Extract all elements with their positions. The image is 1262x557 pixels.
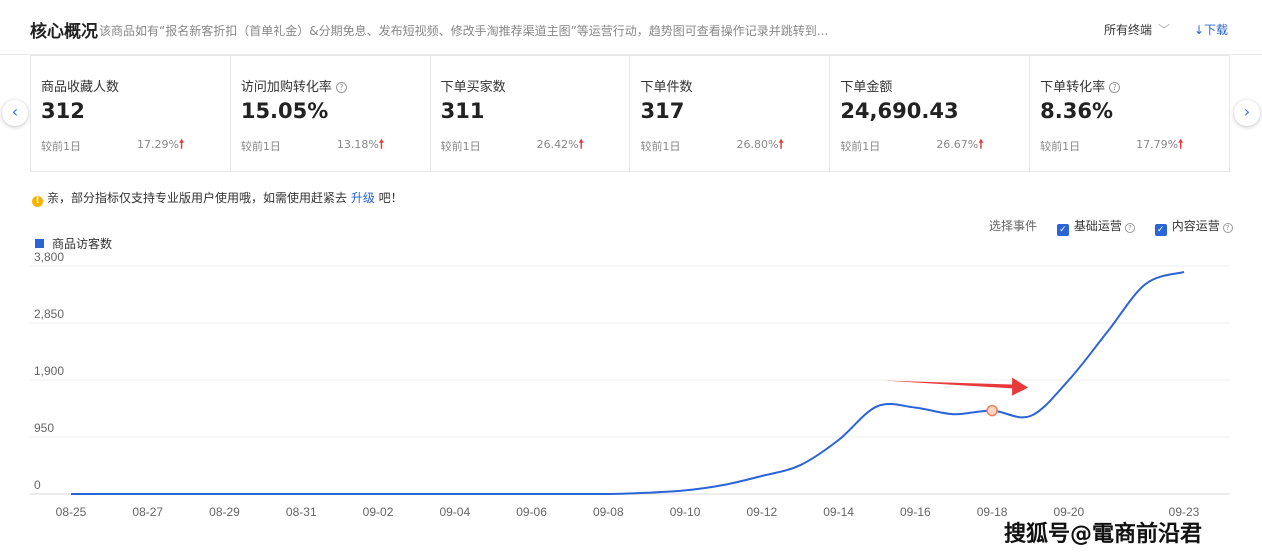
next-arrow-button[interactable]: ›: [1234, 100, 1260, 126]
terminal-select[interactable]: 所有终端 ﹀: [1104, 21, 1170, 38]
kpi-compare: 较前1日: [440, 140, 481, 153]
highlight-point: [986, 404, 998, 417]
x-tick-label: 09-18: [977, 505, 1008, 519]
visitor-trend-chart[interactable]: 0 950 1,900 2,850 3,800 08-25 08-27 08-29 08-31…: [0, 250, 1262, 530]
x-tick-label: 09-08: [593, 505, 624, 519]
kpi-compare: 较前1日: [640, 140, 681, 153]
kpi-change: 13.18%: [336, 138, 379, 151]
kpi-label: 下单金额: [840, 76, 892, 95]
chart-legend[interactable]: 商品访客数: [35, 235, 112, 252]
arrow-up-icon: 🠕: [378, 137, 384, 151]
x-tick-label: 08-27: [132, 505, 163, 519]
upgrade-notice: ! 亲，部分指标仅支持专业版用户使用哦，如需使用赶紧去 升级 吧！: [32, 189, 403, 207]
kpi-label: 下单买家数: [441, 76, 506, 95]
help-icon[interactable]: ?: [1124, 223, 1135, 233]
kpi-label: 下单件数: [640, 76, 692, 95]
kpi-value: 317: [640, 99, 685, 123]
x-tick-label: 09-10: [670, 505, 701, 519]
arrow-up-icon: 🠕: [578, 137, 584, 151]
watermark: 搜狐号@電商前沿君: [1004, 522, 1203, 547]
help-icon[interactable]: ?: [1109, 82, 1121, 93]
kpi-compare: 较前1日: [41, 140, 81, 153]
legend-swatch: [35, 239, 44, 248]
x-tick-label: 09-06: [516, 505, 547, 519]
kpi-card[interactable]: 下单金额 24,690.43 较前1日 26.67% 🠕: [830, 56, 1031, 171]
x-tick-label: 09-16: [900, 505, 931, 519]
kpi-label-text: 下单买家数: [440, 80, 506, 95]
arrow-up-icon: 🠕: [1178, 137, 1184, 151]
event-selector: 选择事件 ✓ 基础运营? ✓ 内容运营?: [989, 217, 1233, 236]
kpi-card[interactable]: 下单买家数 311 较前1日 26.42% 🠕: [431, 56, 631, 171]
arrow-up-icon: 🠕: [978, 137, 984, 151]
arrow-up-icon: 🠕: [179, 137, 185, 151]
chevron-down-icon: ﹀: [1158, 23, 1171, 37]
kpi-card[interactable]: 下单转化率? 8.36% 较前1日 17.79% 🠕: [1030, 56, 1229, 171]
kpi-cards: 商品收藏人数 312 较前1日 17.29% 🠕 访问加购转化率? 15.05%…: [30, 55, 1230, 172]
kpi-compare: 较前1日: [1040, 140, 1081, 153]
checkbox-basic-ops[interactable]: ✓: [1056, 224, 1069, 236]
kpi-label-text: 下单转化率: [1040, 80, 1106, 95]
event-selector-label: 选择事件: [989, 219, 1038, 233]
checkbox-content-ops[interactable]: ✓: [1154, 224, 1167, 236]
kpi-value: 311: [440, 99, 485, 123]
x-tick-label: 09-12: [746, 505, 777, 519]
prev-arrow-button[interactable]: ‹: [2, 100, 28, 126]
kpi-label: 下单转化率?: [1040, 76, 1121, 95]
kpi-value: 24,690.43: [840, 99, 959, 123]
chevron-right-icon: ›: [1243, 102, 1251, 121]
page-subtitle: 该商品如有“报名新客折扣（首单礼金）&分期免息、发布短视频、修改手淘推荐渠道主图…: [99, 24, 829, 38]
y-tick-label: 950: [34, 421, 54, 435]
kpi-change: 26.42%: [536, 138, 579, 151]
y-tick-label: 2,850: [34, 307, 64, 321]
download-button[interactable]: ↓下载: [1194, 23, 1229, 37]
kpi-label-text: 访问加购转化率: [240, 80, 332, 95]
annotation-arrow-head: [1012, 377, 1029, 396]
kpi-label-text: 商品收藏人数: [41, 80, 120, 95]
x-tick-label: 09-14: [823, 505, 854, 519]
annotation-arrow-shaft: [884, 380, 1017, 389]
legend-label: 商品访客数: [52, 237, 113, 251]
help-icon[interactable]: ?: [335, 82, 347, 93]
y-tick-label: 3,800: [34, 250, 64, 264]
header-bar: 核心概况 该商品如有“报名新客折扣（首单礼金）&分期免息、发布短视频、修改手淘推…: [0, 0, 1262, 55]
kpi-value: 15.05%: [240, 99, 329, 123]
kpi-card[interactable]: 下单件数 317 较前1日 26.80% 🠕: [630, 56, 831, 171]
kpi-compare: 较前1日: [840, 140, 881, 153]
x-tick-label: 09-04: [439, 505, 470, 519]
event-label-content-ops: 内容运营: [1171, 219, 1220, 233]
x-tick-label: 08-31: [286, 505, 317, 519]
upgrade-link[interactable]: 升级: [350, 191, 375, 205]
kpi-value: 312: [41, 99, 85, 123]
kpi-card[interactable]: 访问加购转化率? 15.05% 较前1日 13.18% 🠕: [231, 56, 431, 171]
kpi-change: 26.80%: [736, 138, 779, 151]
y-tick-label: 1,900: [34, 364, 64, 378]
x-tick-label: 09-23: [1169, 505, 1200, 519]
notice-text-end: 吧！: [374, 191, 403, 205]
kpi-change: 17.79%: [1136, 138, 1179, 151]
warning-icon: !: [32, 196, 43, 207]
kpi-compare: 较前1日: [240, 140, 281, 153]
event-label-basic-ops: 基础运营: [1073, 219, 1122, 233]
notice-text: 亲，部分指标仅支持专业版用户使用哦，如需使用赶紧去: [47, 191, 351, 205]
arrow-up-icon: 🠕: [778, 137, 784, 151]
x-tick-label: 08-25: [56, 505, 87, 519]
kpi-label: 商品收藏人数: [41, 76, 119, 95]
kpi-card[interactable]: 商品收藏人数 312 较前1日 17.29% 🠕: [31, 56, 231, 171]
x-tick-label: 09-20: [1054, 505, 1085, 519]
kpi-change: 17.29%: [137, 138, 179, 151]
kpi-label: 访问加购转化率?: [241, 76, 347, 95]
chevron-left-icon: ‹: [11, 102, 19, 121]
kpi-label-text: 下单金额: [840, 80, 893, 95]
kpi-change: 26.67%: [936, 138, 979, 151]
page-title: 核心概况: [30, 22, 98, 42]
kpi-value: 8.36%: [1040, 99, 1113, 123]
help-icon[interactable]: ?: [1222, 223, 1233, 233]
x-tick-label: 08-29: [209, 505, 240, 519]
x-tick-label: 09-02: [363, 505, 394, 519]
kpi-label-text: 下单件数: [640, 80, 693, 95]
terminal-select-label: 所有终端: [1104, 23, 1153, 37]
y-tick-label: 0: [34, 478, 41, 492]
